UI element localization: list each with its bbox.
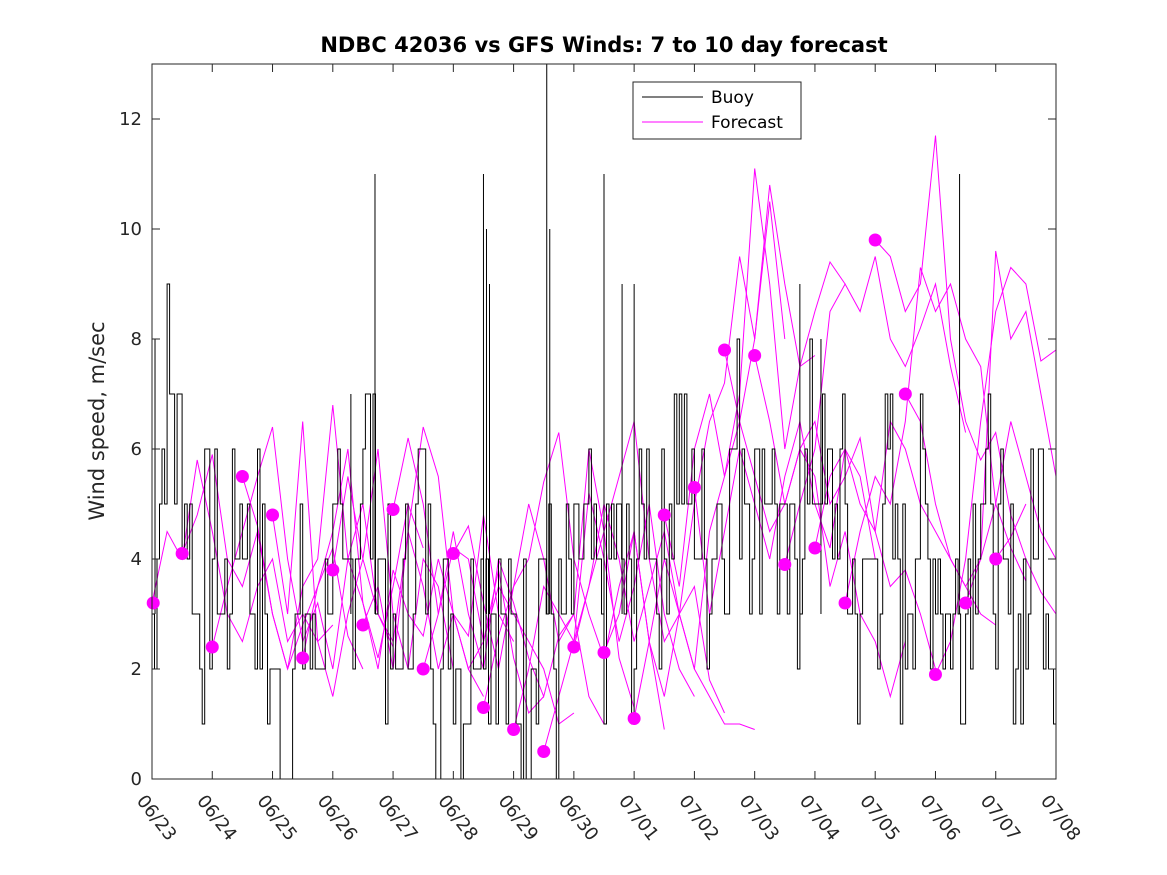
plot-area-frame	[151, 63, 1057, 780]
x-tick-label: 06/23	[132, 791, 180, 845]
x-tick-label: 06/30	[554, 791, 602, 845]
forecast-marker	[175, 547, 189, 560]
forecast-marker	[989, 552, 1003, 566]
forecast-marker	[808, 541, 822, 555]
legend-forecast-label: Forecast	[711, 113, 783, 133]
forecast-marker	[476, 701, 490, 714]
x-tick-label: 06/27	[373, 791, 421, 845]
forecast-marker	[718, 343, 732, 357]
x-tick-label: 07/06	[916, 791, 964, 845]
y-tick-label: 0	[131, 769, 142, 790]
forecast-marker	[657, 508, 671, 522]
forecast-marker	[507, 723, 521, 736]
legend: Buoy Forecast	[632, 81, 802, 140]
legend-box	[632, 81, 802, 140]
forecast-marker	[778, 558, 792, 571]
x-tick-label: 06/24	[192, 791, 240, 845]
forecast-marker	[146, 596, 160, 610]
y-tick-label: 12	[119, 109, 142, 130]
y-axis-label: Wind speed, m/sec	[85, 321, 109, 520]
x-tick-label: 07/07	[976, 791, 1024, 845]
forecast-marker	[266, 508, 280, 522]
forecast-run-line	[633, 168, 816, 719]
forecast-marker	[205, 640, 219, 654]
forecast-marker	[446, 547, 460, 560]
forecast-marker	[838, 596, 852, 610]
forecast-marker	[356, 618, 370, 632]
forecast-marker	[386, 503, 400, 516]
forecast-run-line	[844, 267, 1027, 604]
forecast-marker	[326, 563, 340, 577]
forecast-marker	[627, 712, 641, 725]
x-tick-label: 06/25	[253, 791, 301, 845]
forecast-marker	[537, 745, 551, 758]
forecast-run-line	[241, 404, 424, 670]
x-tick-label: 06/29	[494, 791, 542, 845]
y-tick-label: 6	[131, 439, 142, 460]
forecast-marker	[235, 470, 249, 483]
y-tick-label: 2	[131, 659, 142, 680]
buoy-line	[151, 283, 1056, 780]
y-tick-label: 8	[131, 329, 142, 350]
forecast-marker	[567, 640, 581, 654]
x-tick-label: 06/26	[313, 791, 361, 845]
chart-title: NDBC 42036 vs GFS Winds: 7 to 10 day for…	[320, 33, 887, 57]
x-tick-label: 06/28	[433, 791, 481, 845]
x-tick-label: 07/05	[855, 791, 903, 845]
forecast-marker	[748, 349, 762, 362]
y-tick-label: 4	[131, 549, 142, 570]
buoy-series-layer	[151, 64, 1056, 780]
y-tick-label: 10	[119, 219, 142, 240]
forecast-marker	[868, 233, 882, 247]
forecast-marker	[296, 651, 310, 665]
x-tick-label: 07/01	[614, 791, 662, 845]
x-tick-label: 07/04	[795, 791, 843, 845]
forecast-marker	[597, 646, 611, 659]
forecast-markers-layer	[146, 233, 1003, 758]
forecast-marker	[898, 387, 912, 401]
legend-buoy-label: Buoy	[711, 88, 754, 108]
forecast-marker	[928, 668, 942, 681]
forecast-run-line	[784, 256, 967, 565]
forecast-marker	[959, 596, 973, 610]
x-tick-label: 07/08	[1036, 791, 1084, 845]
x-tick-label: 07/02	[674, 791, 722, 845]
x-tick-label: 07/03	[735, 791, 783, 845]
forecast-marker	[416, 662, 430, 676]
forecast-marker	[687, 481, 701, 494]
